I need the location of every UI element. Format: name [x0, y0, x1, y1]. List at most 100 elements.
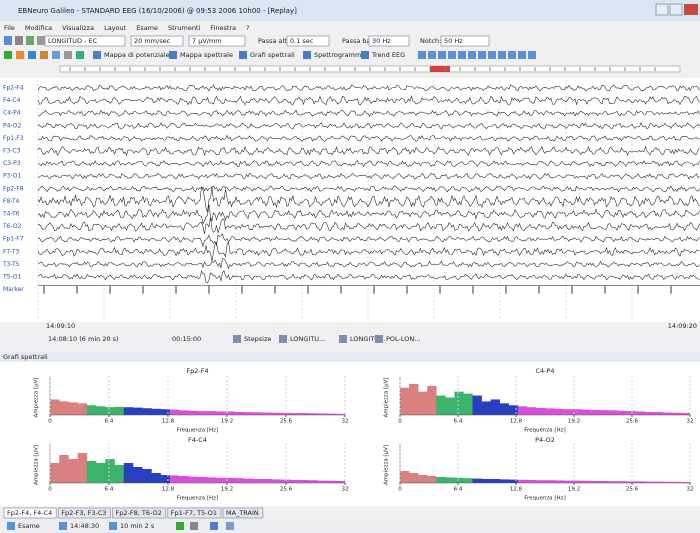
menu-item[interactable]: Strumenti — [168, 24, 200, 32]
tool-icon[interactable] — [64, 51, 72, 59]
spectrum-bin — [115, 465, 125, 483]
spectrum-bin — [179, 476, 189, 483]
menu-item[interactable]: Layout — [104, 24, 127, 32]
tool-icon[interactable] — [488, 51, 496, 59]
nav-icon[interactable] — [233, 335, 241, 343]
tool-icon[interactable] — [438, 51, 446, 59]
nav-label[interactable]: LONGITU... — [290, 335, 325, 343]
menu-item[interactable]: Esame — [136, 24, 158, 32]
spectrum-bin — [59, 401, 69, 415]
nav-label[interactable]: Stepsize — [244, 335, 271, 343]
toolbar-label: LONGITUD - EC — [48, 37, 98, 45]
timeline-cursor[interactable] — [430, 66, 450, 72]
tool-icon[interactable] — [518, 51, 526, 59]
status-icon[interactable] — [210, 522, 218, 530]
tab-label[interactable]: MA_TRAIN — [226, 509, 259, 517]
tool-icon[interactable] — [26, 36, 34, 45]
spectrum-bin — [96, 463, 106, 483]
y-axis-label: Ampiezza [µV] — [384, 445, 390, 485]
nav-label[interactable]: POL-LON... — [386, 335, 420, 343]
spectrum-bin — [290, 480, 300, 483]
status-icon[interactable] — [226, 522, 234, 530]
spectrum-bin — [244, 479, 254, 483]
tool-icon[interactable] — [40, 51, 48, 59]
tool-icon[interactable] — [478, 51, 486, 59]
spectrum-bin — [253, 412, 263, 415]
page: {"window": {"title": "EBNeuro Galileo - … — [0, 0, 700, 533]
tab-label[interactable]: Fp2-F4, F4-C4 — [7, 509, 52, 517]
spectrum-bin — [133, 408, 143, 415]
nav-icon[interactable] — [375, 335, 383, 343]
spectrum-bin — [151, 473, 161, 483]
tool-icon[interactable] — [4, 51, 12, 59]
tool-icon[interactable] — [4, 36, 12, 45]
app-window: EBNeuro Galileo - STANDARD EEG (16/10/20… — [0, 0, 700, 533]
status-icon[interactable] — [176, 522, 184, 530]
spectrum-bin — [599, 410, 608, 415]
tool-icon[interactable] — [37, 36, 45, 45]
spectrum-bin — [124, 463, 134, 483]
menu-item[interactable]: File — [4, 24, 15, 32]
tool-icon[interactable] — [76, 51, 84, 59]
tool-icon[interactable] — [169, 51, 177, 59]
panel-header — [0, 352, 700, 362]
spectrum-bin — [518, 480, 527, 483]
tool-icon[interactable] — [418, 51, 426, 59]
menu-item[interactable]: Finestra — [210, 24, 236, 32]
close-button[interactable] — [684, 4, 698, 15]
nav-icon[interactable] — [339, 335, 347, 343]
status-icon[interactable] — [190, 522, 198, 530]
spectrum-bin — [463, 478, 472, 483]
toolbar-button[interactable]: Trend EEG — [371, 51, 405, 59]
spectrum-bin — [418, 475, 427, 483]
tool-icon[interactable] — [448, 51, 456, 59]
spectrum-bin — [473, 479, 482, 483]
spectrum-bin — [473, 396, 482, 415]
tool-icon[interactable] — [16, 51, 24, 59]
tab-label[interactable]: Fp1-F7, T5-O1 — [171, 509, 217, 517]
tool-icon[interactable] — [528, 51, 536, 59]
channel-label: P3-O1 — [3, 173, 21, 180]
tool-icon[interactable] — [468, 51, 476, 59]
max-button[interactable] — [670, 4, 682, 15]
spectrum-bin — [554, 480, 563, 483]
status-text: 14:48:30 — [70, 522, 99, 530]
spectrum-bin — [563, 409, 572, 415]
nav-icon[interactable] — [279, 335, 287, 343]
tool-icon[interactable] — [508, 51, 516, 59]
status-icon — [109, 522, 117, 530]
toolbar-button[interactable]: Grafi spettrali — [250, 51, 295, 59]
tool-icon[interactable] — [239, 51, 247, 59]
spectrum-bin — [87, 461, 97, 483]
spectrum-bin — [161, 409, 171, 415]
spectrum-bin — [161, 475, 171, 483]
x-tick-label: 0 — [398, 487, 402, 493]
toolbar-button[interactable]: Mappa spettrale — [180, 51, 233, 59]
toolbar-button[interactable]: Mappa di potenziale — [104, 51, 170, 59]
menu-item[interactable]: ? — [246, 24, 249, 32]
menu-item[interactable]: Modifica — [25, 24, 52, 32]
tab-label[interactable]: Fp2-F8, T6-O2 — [116, 509, 162, 517]
tool-icon[interactable] — [458, 51, 466, 59]
tool-icon[interactable] — [303, 51, 311, 59]
tool-icon[interactable] — [361, 51, 369, 59]
tool-icon[interactable] — [428, 51, 436, 59]
toolbar-button[interactable]: Spettrogramma — [314, 51, 365, 59]
status-icon — [59, 522, 67, 530]
tool-icon[interactable] — [52, 51, 60, 59]
tool-icon[interactable] — [28, 51, 36, 59]
spectrum-bin — [68, 459, 78, 483]
tool-icon[interactable] — [93, 51, 101, 59]
x-tick-label: 32 — [342, 487, 349, 493]
tab-label[interactable]: Fp2-F3, F3-C3 — [61, 509, 106, 517]
x-tick-label: 19.2 — [568, 487, 580, 493]
nav-label: 14:08:10 (6 min 20 s) — [48, 335, 119, 343]
plot-title: F4-C4 — [188, 436, 207, 444]
tool-icon[interactable] — [498, 51, 506, 59]
channel-label: T5-O1 — [2, 274, 22, 281]
x-axis-label: Frequenza [Hz] — [177, 496, 218, 502]
tool-icon[interactable] — [15, 36, 23, 45]
x-axis-label: Frequenza [Hz] — [524, 496, 565, 502]
menu-item[interactable]: Visualizza — [62, 24, 94, 32]
min-button[interactable] — [656, 4, 668, 15]
